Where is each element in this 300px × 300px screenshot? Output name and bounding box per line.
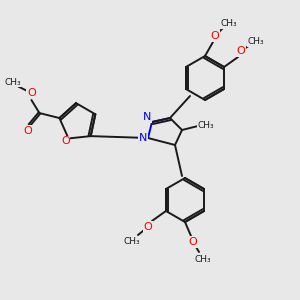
Text: CH₃: CH₃: [4, 77, 21, 86]
Text: CH₃: CH₃: [221, 20, 237, 28]
Text: CH₃: CH₃: [195, 254, 211, 263]
Text: O: O: [23, 126, 32, 136]
Text: O: O: [237, 46, 245, 56]
Text: CH₃: CH₃: [198, 122, 214, 130]
Text: O: O: [189, 237, 197, 247]
Text: O: O: [27, 88, 36, 98]
Text: N: N: [139, 133, 147, 143]
Text: O: O: [211, 31, 219, 41]
Text: CH₃: CH₃: [124, 236, 140, 245]
Text: O: O: [61, 136, 70, 146]
Text: O: O: [144, 222, 152, 232]
Text: CH₃: CH₃: [248, 38, 264, 46]
Text: N: N: [143, 112, 151, 122]
